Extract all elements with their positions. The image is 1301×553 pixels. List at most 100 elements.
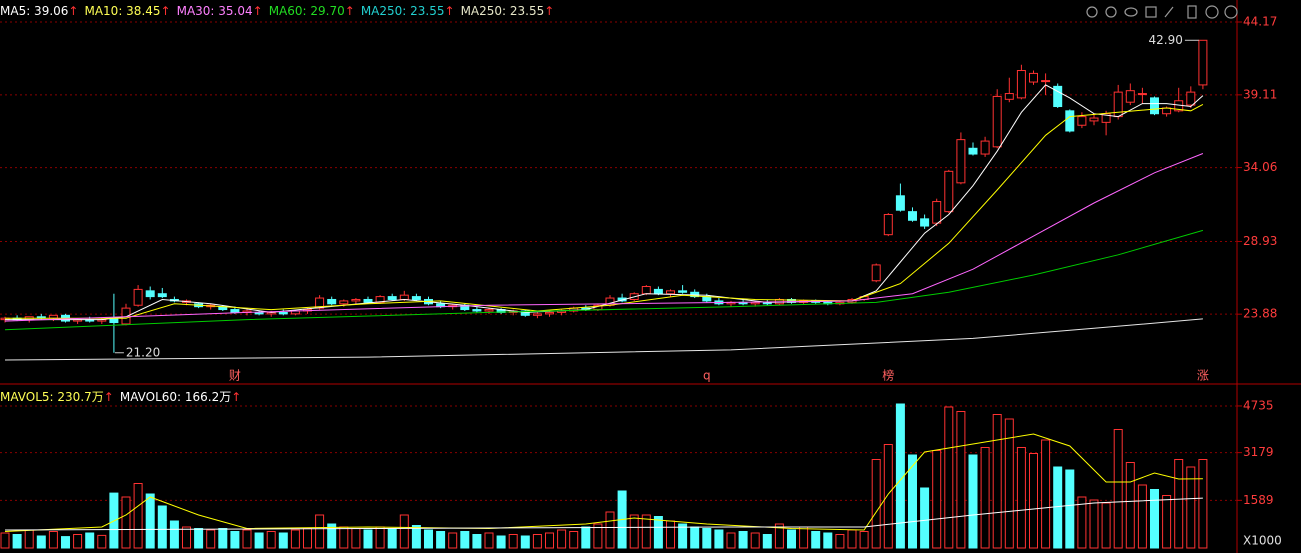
- legend-arrow: ↑: [344, 4, 355, 18]
- candle-body: [1150, 97, 1159, 115]
- event-marker: q: [703, 369, 711, 383]
- volume-bar: [399, 514, 409, 549]
- volume-bar: [581, 526, 591, 549]
- volume-bar: [1065, 469, 1075, 549]
- volume-bar: [61, 536, 70, 549]
- volume-bar: [1162, 495, 1172, 549]
- volume-bar: [605, 511, 615, 549]
- ma-line: [4, 497, 1203, 531]
- unit-label: X1000: [1243, 534, 1282, 548]
- volume-bar: [496, 535, 506, 549]
- candle-body: [895, 195, 905, 211]
- legend-item: MA250: 23.55↑: [361, 4, 455, 18]
- candle-body: [1053, 85, 1063, 108]
- volume-bar: [424, 529, 433, 549]
- candle-body: [641, 286, 651, 295]
- candle-body: [1089, 117, 1099, 122]
- candle-body: [1137, 93, 1147, 96]
- volume-bar: [230, 531, 240, 549]
- volume-bar: [787, 529, 796, 549]
- volume-bar: [375, 526, 385, 549]
- volume-bar: [629, 514, 639, 549]
- candle-body: [545, 311, 554, 315]
- legend-item: MA5: 39.06↑: [0, 4, 78, 18]
- toolbar[interactable]: [1086, 5, 1238, 19]
- price-legend: MA5: 39.06↑ MA10: 38.45↑ MA30: 35.04↑ MA60:…: [0, 4, 554, 18]
- legend-item: MAVOL5: 230.7万↑: [0, 388, 114, 405]
- candle-body: [399, 294, 409, 300]
- y-tick-label: 34.06: [1243, 160, 1277, 174]
- volume-bar: [48, 531, 58, 549]
- candle-body: [484, 309, 494, 312]
- copy-icon[interactable]: [1187, 5, 1197, 19]
- volume-bar: [944, 406, 954, 549]
- candle-body: [1125, 90, 1135, 103]
- volume-bar: [641, 514, 651, 549]
- volume-bar: [73, 534, 83, 549]
- volume-bar: [823, 532, 833, 549]
- volume-bar: [690, 526, 700, 549]
- candle-body: [121, 307, 131, 325]
- zoom-out-icon[interactable]: [1224, 5, 1238, 19]
- tool-icon[interactable]: [1105, 6, 1117, 18]
- volume-bar: [1016, 447, 1026, 549]
- volume-bar: [557, 529, 567, 549]
- legend-text: MA60: 29.70: [268, 4, 345, 18]
- settings-icon[interactable]: [1086, 6, 1098, 18]
- candle-body: [1004, 93, 1014, 100]
- annotation-label: 42.90: [1149, 33, 1183, 47]
- ma-line: [5, 103, 1204, 319]
- volume-bar: [871, 459, 881, 549]
- zoom-in-icon[interactable]: [1205, 5, 1219, 19]
- volume-bar: [0, 532, 10, 549]
- y-tick-label: 39.11: [1243, 87, 1277, 101]
- volume-bar: [992, 414, 1002, 549]
- volume-bar: [157, 505, 167, 549]
- volume-bar: [460, 531, 470, 549]
- draw-icon[interactable]: [1164, 6, 1174, 18]
- candle-body: [387, 296, 397, 300]
- volume-bar: [508, 534, 518, 549]
- candle-body: [908, 211, 917, 221]
- legend-text: MA10: 38.45: [84, 4, 161, 18]
- y-tick-label: 4735: [1243, 398, 1274, 412]
- volume-bar: [1198, 459, 1208, 549]
- volume-bar: [1150, 489, 1159, 549]
- volume-bar: [290, 529, 300, 549]
- volume-bar: [206, 529, 216, 549]
- volume-bar: [242, 529, 252, 549]
- legend-item: MAVOL60: 166.2万↑: [120, 388, 241, 405]
- volume-bar: [254, 532, 264, 549]
- view-icon[interactable]: [1124, 7, 1138, 17]
- volume-bar: [932, 450, 942, 549]
- legend-text: MA5: 39.06: [0, 4, 69, 18]
- volume-bar: [1089, 499, 1099, 549]
- legend-arrow: ↑: [68, 4, 79, 18]
- candle-body: [920, 218, 930, 227]
- volume-bar: [520, 535, 530, 549]
- legend-text: MAVOL5: 230.7万: [0, 390, 104, 404]
- volume-bar: [1041, 439, 1051, 549]
- volume-bar: [593, 523, 603, 549]
- volume-bar: [653, 516, 663, 549]
- legend-text: MA30: 35.04: [176, 4, 253, 18]
- volume-bar: [1125, 462, 1135, 549]
- candle-body: [956, 139, 966, 184]
- legend-arrow: ↑: [544, 4, 555, 18]
- legend-arrow: ↑: [231, 390, 242, 404]
- volume-bar: [678, 523, 688, 549]
- box-icon[interactable]: [1145, 6, 1157, 18]
- candle-body: [278, 311, 288, 315]
- volume-bar: [883, 444, 893, 549]
- candle-body: [1198, 39, 1208, 86]
- volume-legend: MAVOL5: 230.7万↑ MAVOL60: 166.2万↑: [0, 388, 241, 405]
- volume-bar: [1053, 466, 1063, 549]
- candle-body: [157, 293, 167, 298]
- candle-body: [532, 313, 542, 316]
- volume-bar: [266, 531, 276, 549]
- volume-bar: [774, 523, 784, 549]
- volume-bar: [1077, 496, 1087, 549]
